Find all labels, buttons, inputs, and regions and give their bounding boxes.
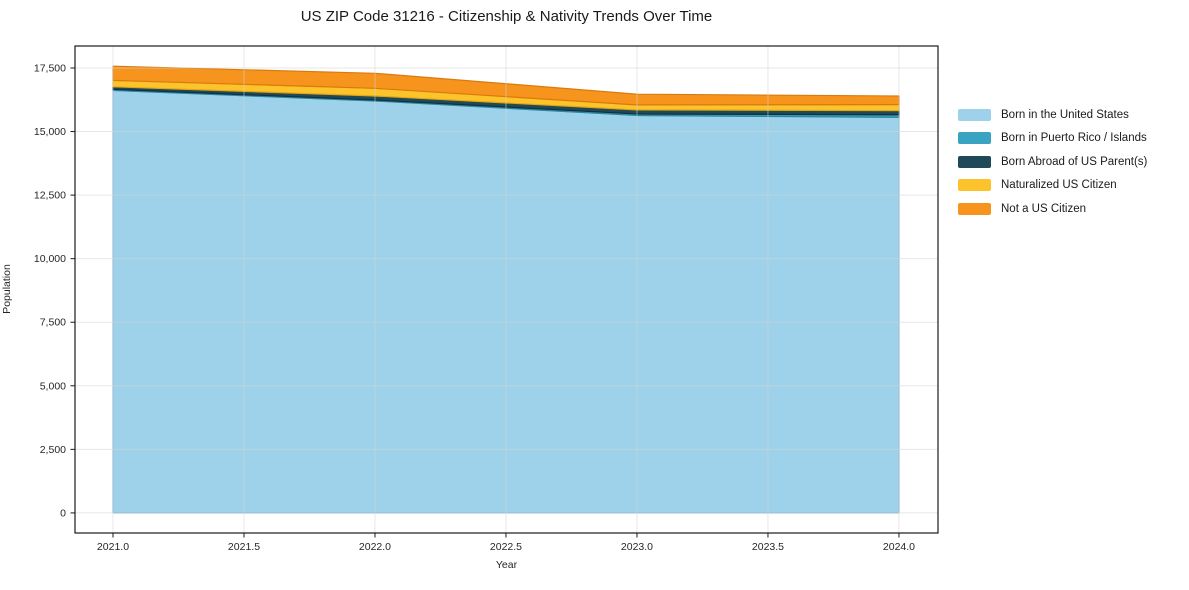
legend-item: Naturalized US Citizen	[958, 174, 1147, 198]
y-tick-label: 5,000	[40, 380, 66, 392]
x-tick-label: 2022.5	[490, 541, 522, 553]
legend-swatch-icon	[958, 108, 991, 121]
legend-label: Born Abroad of US Parent(s)	[1001, 155, 1148, 168]
legend-item: Not a US Citizen	[958, 197, 1147, 221]
legend-item: Born in the United States	[958, 103, 1147, 127]
x-tick-label: 2021.0	[97, 541, 129, 553]
legend-label: Not a US Citizen	[1001, 202, 1087, 215]
x-tick-label: 2021.5	[228, 541, 260, 553]
legend-label: Born in the United States	[1001, 108, 1129, 121]
y-tick-label: 12,500	[34, 190, 66, 202]
x-tick-label: 2023.0	[621, 541, 653, 553]
legend-swatch-icon	[958, 155, 991, 168]
legend-swatch-icon	[958, 202, 991, 215]
y-tick-label: 15,000	[34, 126, 66, 138]
x-axis-label: Year	[495, 559, 518, 571]
y-tick-label: 10,000	[34, 253, 66, 265]
plot-border	[74, 45, 939, 534]
y-tick-label: 17,500	[34, 62, 66, 74]
x-tick-label: 2024.0	[883, 541, 915, 553]
chart-title: US ZIP Code 31216 - Citizenship & Nativi…	[300, 8, 713, 25]
x-tick-label: 2022.0	[359, 541, 391, 553]
legend-item: Born in Puerto Rico / Islands	[958, 127, 1147, 151]
legend: Born in the United States Born in Puerto …	[958, 103, 1147, 221]
legend-label: Born in Puerto Rico / Islands	[1001, 132, 1147, 145]
legend-swatch-icon	[958, 132, 991, 145]
y-tick-label: 2,500	[40, 444, 66, 456]
y-axis-label: Population	[1, 264, 13, 314]
legend-swatch-icon	[958, 179, 991, 192]
legend-label: Naturalized US Citizen	[1001, 179, 1117, 192]
x-tick-label: 2023.5	[752, 541, 784, 553]
y-tick-label: 0	[60, 507, 66, 519]
legend-item: Born Abroad of US Parent(s)	[958, 150, 1147, 174]
y-tick-label: 7,500	[40, 317, 66, 329]
